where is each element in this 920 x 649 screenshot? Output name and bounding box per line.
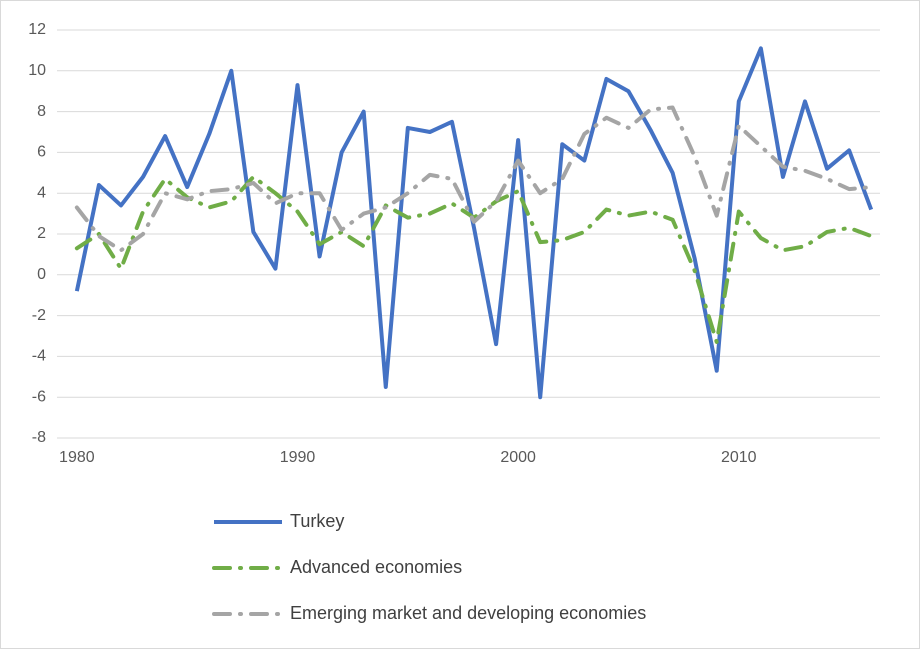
x-tick-label: 1990 xyxy=(280,449,316,466)
legend-label: Turkey xyxy=(290,511,344,531)
y-tick-label: -4 xyxy=(32,348,46,365)
y-tick-label: 6 xyxy=(37,144,46,161)
x-tick-label: 2000 xyxy=(500,449,536,466)
y-tick-label: 12 xyxy=(28,21,46,38)
y-tick-label: 8 xyxy=(37,103,46,120)
series-line xyxy=(74,46,874,400)
legend-label: Emerging market and developing economies xyxy=(290,603,646,623)
y-tick-label: 4 xyxy=(37,184,46,201)
x-tick-label: 2010 xyxy=(721,449,757,466)
x-tick-label: 1980 xyxy=(59,449,95,466)
y-tick-label: 10 xyxy=(28,62,46,79)
y-tick-label: -2 xyxy=(32,307,46,324)
y-tick-label: 2 xyxy=(37,225,46,242)
legend-label: Advanced economies xyxy=(290,557,462,577)
y-tick-label: -6 xyxy=(32,388,46,405)
y-tick-label: 0 xyxy=(37,266,46,283)
y-tick-label: -8 xyxy=(32,429,46,446)
series-line xyxy=(74,105,874,253)
